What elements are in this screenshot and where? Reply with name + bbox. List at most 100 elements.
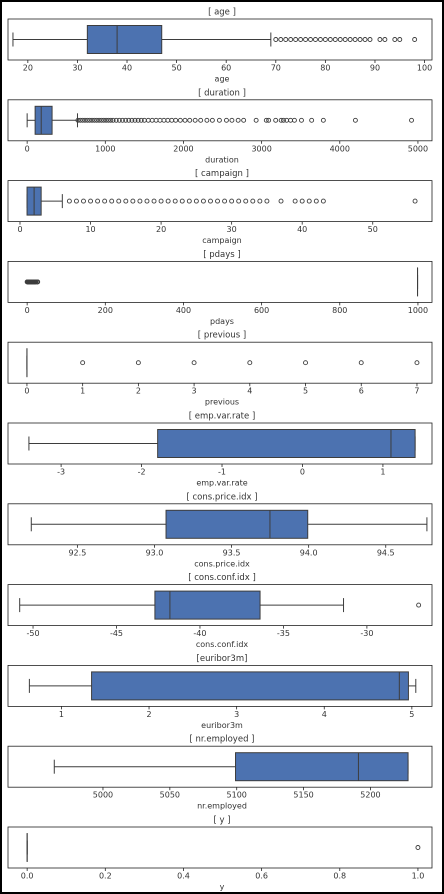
x-tick-label: 94.5 (377, 548, 395, 557)
x-tick-label: 5 (303, 387, 308, 396)
outlier (308, 37, 313, 42)
outlier (96, 117, 102, 123)
outlier (81, 198, 86, 204)
x-tick-label: 6 (359, 387, 364, 396)
outlier (182, 117, 188, 123)
outlier (172, 198, 178, 204)
outlier (108, 117, 114, 123)
outlier (298, 37, 304, 42)
x-tick-label: -2 (138, 468, 146, 477)
outlier (263, 117, 269, 123)
outlier (123, 117, 129, 123)
outlier (229, 198, 235, 204)
outlier (332, 37, 338, 42)
outlier (173, 117, 179, 123)
outlier (129, 117, 135, 123)
outlier (412, 198, 418, 204)
outlier (192, 117, 198, 123)
plot-frame (7, 341, 433, 384)
outlier (337, 37, 343, 42)
outlier (320, 117, 326, 123)
outlier (84, 117, 90, 123)
outlier (229, 117, 235, 123)
x-axis-label: emp.var.rate (196, 479, 247, 488)
outlier (415, 845, 421, 850)
outlier (132, 117, 138, 123)
x-tick-label: 100 (417, 64, 432, 73)
outlier (409, 117, 414, 123)
panel-title: [ emp.var.rate ] (189, 412, 256, 422)
outlier (193, 198, 199, 204)
panel-title: [ previous ] (198, 331, 246, 341)
outlier (135, 360, 141, 366)
outlier (222, 198, 228, 204)
outlier (135, 117, 141, 123)
outlier (87, 117, 93, 123)
outlier (382, 37, 388, 42)
x-tick-label: 0.6 (255, 872, 268, 881)
x-tick-label: 4 (322, 710, 327, 719)
outlier (88, 198, 93, 204)
outlier (35, 279, 41, 285)
outlier (123, 198, 129, 204)
outlier (151, 198, 157, 204)
x-tick-label: 5000 (408, 144, 428, 153)
x-tick-label: 80 (320, 64, 330, 73)
outlier (191, 360, 197, 366)
x-tick-label: -40 (193, 629, 206, 638)
x-tick-label: 5050 (160, 791, 180, 800)
outlier (397, 37, 403, 42)
outlier (235, 117, 241, 123)
outlier (130, 198, 136, 204)
x-tick-label: 10 (85, 225, 95, 234)
x-tick-label: 7 (414, 387, 419, 396)
outlier (144, 198, 150, 204)
outlier (288, 37, 294, 42)
panel-title: [ campaign ] (195, 169, 249, 179)
x-tick-label: 92.5 (68, 548, 86, 557)
outlier (313, 37, 318, 42)
x-tick-label: 50 (172, 64, 182, 73)
panel-title: [ pdays ] (203, 250, 241, 260)
panel-title: [ y ] (213, 816, 230, 826)
x-tick-label: 30 (72, 64, 82, 73)
x-tick-label: 3000 (251, 144, 271, 153)
outlier (109, 198, 115, 204)
outlier (98, 117, 104, 123)
x-tick-label: 0 (25, 144, 30, 153)
x-tick-label: 1000 (95, 144, 115, 153)
outlier (257, 198, 263, 204)
outlier (278, 198, 284, 204)
x-tick-label: 4 (247, 387, 252, 396)
outlier (236, 198, 242, 204)
box (91, 671, 409, 701)
outlier (281, 117, 286, 123)
outlier (75, 117, 81, 123)
x-tick-label: 94.0 (300, 548, 318, 557)
outlier (186, 198, 192, 204)
outlier (357, 37, 363, 42)
x-tick-label: -1 (218, 468, 226, 477)
box (34, 105, 53, 135)
x-tick-label: 200 (98, 306, 113, 315)
x-tick-label: 5150 (293, 791, 313, 800)
x-axis-label: cons.conf.idx (196, 640, 249, 649)
outlier (278, 37, 284, 42)
x-tick-label: 0.2 (99, 872, 112, 881)
x-axis-label: cons.price.idx (194, 559, 250, 568)
outlier (293, 37, 299, 42)
outlier (291, 117, 297, 123)
x-tick-label: 30 (227, 225, 237, 234)
outlier (292, 198, 298, 204)
outlier (299, 198, 305, 204)
box (157, 429, 416, 458)
box (165, 509, 309, 539)
outlier (392, 37, 398, 42)
x-tick-label: -50 (27, 629, 40, 638)
x-tick-label: 40 (122, 64, 132, 73)
outlier (273, 37, 279, 42)
outlier (303, 37, 308, 42)
outlier (306, 198, 312, 204)
x-tick-label: 1000 (408, 306, 428, 315)
